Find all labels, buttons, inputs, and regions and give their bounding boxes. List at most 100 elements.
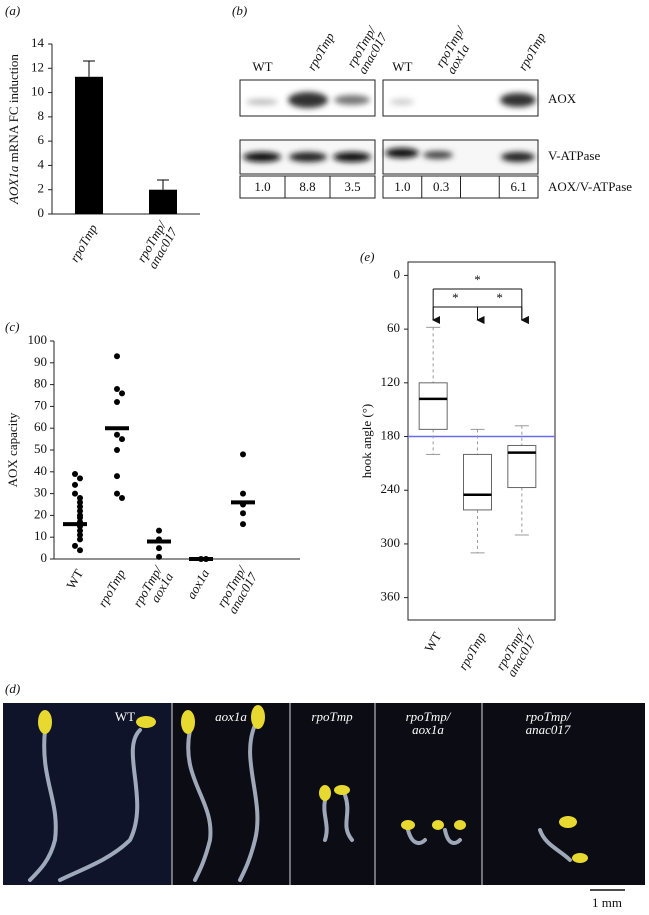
- x-tick-label: rpoTmp: [67, 221, 101, 265]
- row-label: AOX/V-ATPase: [548, 179, 632, 194]
- ratio-value: 6.1: [510, 179, 526, 194]
- data-point: [77, 503, 83, 510]
- x-tick-label: rpoTmp/aox1a: [130, 562, 177, 616]
- data-point: [77, 536, 83, 543]
- data-point: [77, 527, 83, 534]
- x-tick-label: rpoTmp: [455, 629, 489, 673]
- box: [463, 453, 492, 511]
- x-tick-label: aox1a: [183, 566, 212, 601]
- data-point: [77, 532, 83, 539]
- y-tick-label: 2: [38, 181, 45, 196]
- panel-label: (d): [5, 681, 20, 696]
- data-point: [72, 490, 78, 497]
- lane-label: rpoTmp: [515, 29, 549, 73]
- lane-label: WT: [392, 59, 412, 74]
- y-tick-label: 40: [34, 463, 47, 478]
- panel-label: (b): [232, 3, 247, 18]
- photo-label: WT: [115, 709, 135, 724]
- x-tick-label: rpoTmp/anac017: [134, 217, 181, 271]
- data-point: [240, 510, 246, 517]
- data-point: [240, 521, 246, 528]
- data-point: [114, 473, 120, 480]
- row-label: AOX: [548, 91, 577, 106]
- data-point: [77, 508, 83, 515]
- data-point: [114, 399, 120, 406]
- lane-label: rpoTmp/anac017: [343, 23, 390, 77]
- data-point: [77, 499, 83, 506]
- data-point: [119, 390, 125, 397]
- data-point: [77, 547, 83, 554]
- y-tick-label: 240: [381, 481, 401, 496]
- bar: [149, 189, 177, 214]
- data-point: [156, 527, 162, 534]
- data-point: [114, 431, 120, 438]
- x-tick-label: WT: [63, 566, 86, 591]
- y-tick-label: 4: [38, 156, 45, 171]
- plot-frame: [407, 261, 556, 621]
- panel-label: (c): [5, 319, 19, 334]
- ratio-value: 8.8: [299, 179, 315, 194]
- y-tick-label: 8: [38, 108, 45, 123]
- photo-label: rpoTmp/anac017: [526, 709, 572, 737]
- data-point: [114, 385, 120, 392]
- lane-label: WT: [252, 59, 272, 74]
- x-tick-label: rpoTmp: [95, 566, 129, 610]
- blot-images: [239, 79, 539, 199]
- data-point: [156, 553, 162, 560]
- scale-bar-label: 1 mm: [592, 895, 622, 910]
- y-tick-label: 60: [387, 320, 400, 335]
- data-point: [114, 447, 120, 453]
- data-point: [156, 545, 162, 552]
- y-tick-label: 10: [31, 84, 44, 99]
- error-bar: [83, 60, 95, 77]
- photo-label: aox1a: [215, 709, 247, 724]
- y-tick-label: 90: [34, 354, 47, 369]
- data-point: [72, 470, 78, 477]
- box: [418, 382, 448, 430]
- y-tick-label: 14: [31, 35, 45, 50]
- panel-label: (e): [360, 249, 374, 264]
- y-tick-label: 120: [381, 374, 401, 389]
- y-axis-label: AOX1a mRNA FC induction: [6, 54, 21, 205]
- data-point: [119, 436, 125, 443]
- x-tick-label: WT: [421, 629, 444, 654]
- data-point: [72, 542, 78, 549]
- data-point: [119, 494, 125, 501]
- box: [507, 444, 537, 489]
- y-tick-label: 80: [34, 376, 47, 391]
- data-point: [77, 514, 83, 521]
- ratio-value: 3.5: [344, 179, 360, 194]
- bar: [75, 76, 103, 215]
- y-tick-label: 30: [34, 485, 47, 500]
- significance: *: [474, 272, 481, 287]
- data-point: [72, 481, 78, 488]
- photo-label: rpoTmp: [311, 709, 353, 724]
- y-tick-label: 60: [34, 419, 47, 434]
- ratio-value: 0.3: [433, 179, 449, 194]
- y-tick-label: 12: [31, 59, 44, 74]
- y-tick-label: 180: [381, 428, 401, 443]
- data-point: [114, 353, 120, 360]
- row-label: V-ATPase: [548, 148, 600, 163]
- y-tick-label: 300: [381, 535, 401, 550]
- data-point: [240, 451, 246, 458]
- y-tick-label: 0: [41, 550, 48, 565]
- y-axis-label: AOX capacity: [5, 412, 20, 487]
- error-bar: [157, 179, 169, 190]
- y-tick-label: 50: [34, 441, 47, 456]
- panel-label: (a): [5, 3, 20, 18]
- significance: *: [452, 290, 459, 305]
- y-tick-label: 0: [394, 266, 401, 281]
- y-tick-label: 6: [38, 132, 45, 147]
- y-tick-label: 100: [28, 332, 48, 347]
- data-point: [240, 490, 246, 497]
- axis: [51, 44, 200, 215]
- ratio-value: 1.0: [394, 179, 410, 194]
- significance: *: [496, 290, 503, 305]
- ratio-value: 1.0: [254, 179, 270, 194]
- x-tick-label: rpoTmp/anac017: [492, 625, 539, 679]
- y-tick-label: 70: [34, 397, 47, 412]
- y-tick-label: 0: [38, 205, 45, 220]
